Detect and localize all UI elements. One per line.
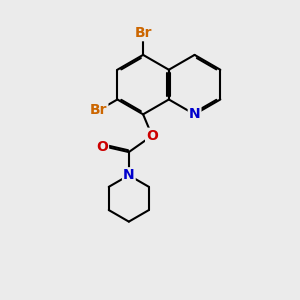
Text: O: O [146, 129, 158, 143]
Text: O: O [96, 140, 108, 154]
Text: N: N [189, 107, 200, 121]
Text: N: N [123, 168, 135, 182]
Text: Br: Br [90, 103, 107, 117]
Text: Br: Br [134, 26, 152, 40]
